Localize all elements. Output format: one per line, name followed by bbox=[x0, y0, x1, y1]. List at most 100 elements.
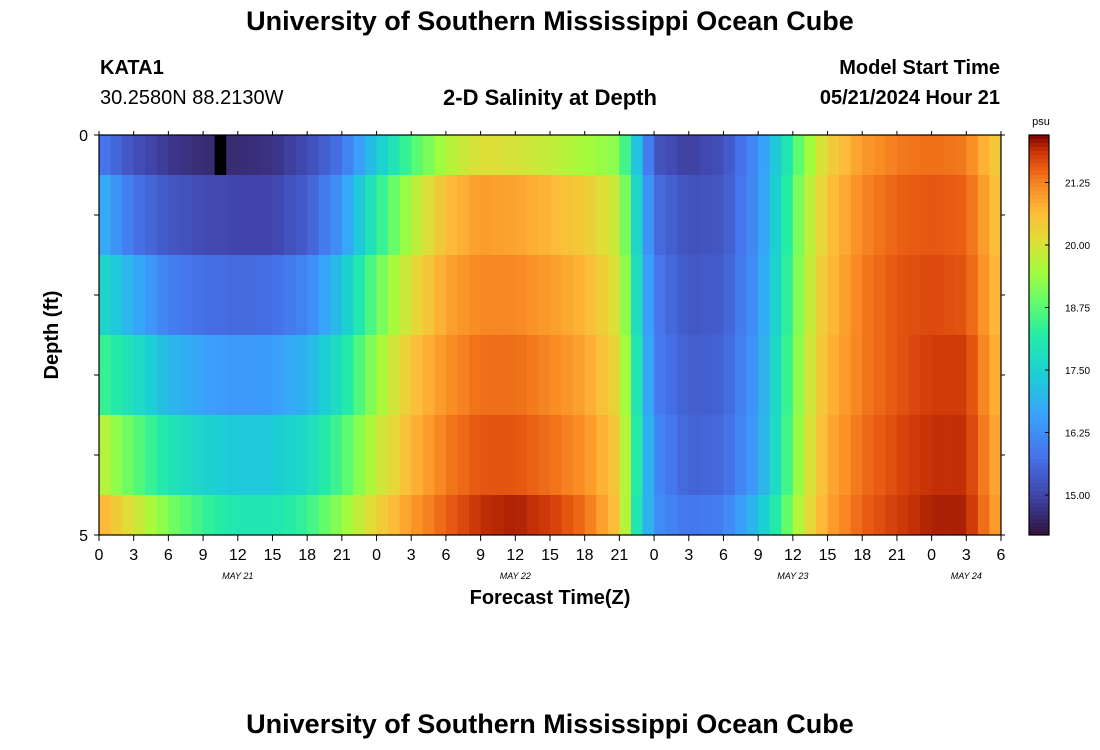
heatmap-cell bbox=[434, 255, 447, 335]
heatmap-cell bbox=[179, 495, 192, 535]
heatmap-cell bbox=[769, 335, 782, 415]
heatmap-cell bbox=[145, 415, 158, 495]
heatmap-cell bbox=[249, 175, 262, 255]
heatmap-cell bbox=[711, 415, 724, 495]
heatmap-cell bbox=[839, 175, 852, 255]
heatmap-cell bbox=[827, 415, 840, 495]
heatmap-cell bbox=[492, 135, 505, 175]
heatmap-cell bbox=[422, 135, 435, 175]
heatmap-cell bbox=[654, 335, 667, 415]
heatmap-cell bbox=[341, 135, 354, 175]
heatmap-cell bbox=[781, 135, 794, 175]
heatmap-cell bbox=[908, 135, 921, 175]
model-start-label: Model Start Time bbox=[839, 57, 1000, 79]
heatmap-cell bbox=[769, 255, 782, 335]
heatmap-cell bbox=[237, 415, 250, 495]
heatmap-cell bbox=[677, 335, 690, 415]
heatmap-cell bbox=[515, 135, 528, 175]
heatmap-cell bbox=[399, 135, 412, 175]
heatmap-cell bbox=[237, 335, 250, 415]
heatmap-cell bbox=[954, 335, 967, 415]
heatmap-cell bbox=[133, 255, 146, 335]
colorbar-swatch bbox=[1029, 435, 1049, 440]
heatmap-cell bbox=[954, 495, 967, 535]
heatmap-cell bbox=[168, 335, 181, 415]
colorbar-swatch bbox=[1029, 175, 1049, 180]
heatmap-cell bbox=[573, 255, 586, 335]
y-tick-label: 0 bbox=[79, 128, 88, 145]
heatmap-cell bbox=[249, 415, 262, 495]
colorbar-swatch bbox=[1029, 359, 1049, 364]
heatmap-cell bbox=[99, 495, 111, 535]
heatmap-cell bbox=[920, 175, 933, 255]
colorbar-swatch bbox=[1029, 267, 1049, 272]
heatmap-cell bbox=[931, 415, 944, 495]
colorbar-swatch bbox=[1029, 487, 1049, 492]
colorbar-swatch bbox=[1029, 327, 1049, 332]
heatmap-cell bbox=[445, 135, 458, 175]
heatmap-cell bbox=[353, 175, 366, 255]
heatmap-cell bbox=[596, 415, 609, 495]
heatmap-cell bbox=[156, 495, 169, 535]
heatmap-cell bbox=[908, 495, 921, 535]
colorbar-swatch bbox=[1029, 399, 1049, 404]
heatmap-cell bbox=[815, 495, 828, 535]
heatmap-cell bbox=[688, 175, 701, 255]
colorbar-swatch bbox=[1029, 219, 1049, 224]
heatmap-cell bbox=[862, 495, 875, 535]
x-tick-label: 15 bbox=[264, 547, 282, 564]
heatmap-cell bbox=[873, 415, 886, 495]
heatmap-cell bbox=[769, 415, 782, 495]
heatmap-cell bbox=[260, 335, 273, 415]
heatmap-cell bbox=[538, 335, 551, 415]
heatmap-cell bbox=[943, 135, 956, 175]
heatmap-cell bbox=[526, 495, 539, 535]
x-tick-label: 9 bbox=[754, 547, 763, 564]
colorbar-swatch bbox=[1029, 523, 1049, 528]
heatmap-cell bbox=[966, 335, 979, 415]
heatmap-cell bbox=[584, 335, 597, 415]
heatmap-cell bbox=[364, 135, 377, 175]
heatmap-cell bbox=[364, 255, 377, 335]
heatmap-cell bbox=[758, 335, 771, 415]
heatmap-cell bbox=[538, 135, 551, 175]
colorbar-swatch bbox=[1029, 395, 1049, 400]
heatmap-cell bbox=[862, 175, 875, 255]
heatmap-cell bbox=[630, 135, 643, 175]
heatmap-cell bbox=[469, 255, 482, 335]
heatmap-cell bbox=[353, 335, 366, 415]
colorbar-swatch bbox=[1029, 163, 1049, 168]
heatmap-cell bbox=[249, 255, 262, 335]
heatmap-cell bbox=[122, 415, 135, 495]
heatmap-cell bbox=[665, 415, 678, 495]
colorbar-swatch bbox=[1029, 355, 1049, 360]
heatmap-cell bbox=[954, 255, 967, 335]
heatmap-cell bbox=[145, 255, 158, 335]
heatmap-cell bbox=[873, 495, 886, 535]
heatmap-cell bbox=[330, 495, 343, 535]
heatmap-cell bbox=[353, 415, 366, 495]
heatmap-cell bbox=[596, 495, 609, 535]
colorbar-swatch bbox=[1029, 519, 1049, 524]
colorbar-swatch bbox=[1029, 347, 1049, 352]
colorbar-tick-label: 17.50 bbox=[1065, 366, 1090, 377]
colorbar-swatch bbox=[1029, 319, 1049, 324]
heatmap-cell bbox=[307, 415, 320, 495]
colorbar-swatch bbox=[1029, 427, 1049, 432]
heatmap-cell bbox=[260, 135, 273, 175]
colorbar-swatch bbox=[1029, 471, 1049, 476]
heatmap-cell bbox=[607, 175, 620, 255]
heatmap-cell bbox=[399, 335, 412, 415]
colorbar-swatch bbox=[1029, 167, 1049, 172]
heatmap-cell bbox=[723, 335, 736, 415]
x-axis: 0 3 6 9 12 15 18 21 0 3 6 9 12 15 18 21 0 3 6 9 12 15 18 21 0 3 6 M… bbox=[95, 131, 1006, 581]
x-tick-label: 12 bbox=[784, 547, 802, 564]
heatmap-cell bbox=[607, 495, 620, 535]
heatmap-cell bbox=[943, 415, 956, 495]
heatmap-cell bbox=[110, 495, 123, 535]
heatmap-cell bbox=[191, 335, 204, 415]
heatmap-cell bbox=[862, 135, 875, 175]
heatmap-cell bbox=[815, 415, 828, 495]
colorbar-swatch bbox=[1029, 135, 1049, 140]
heatmap-cell bbox=[550, 135, 562, 175]
